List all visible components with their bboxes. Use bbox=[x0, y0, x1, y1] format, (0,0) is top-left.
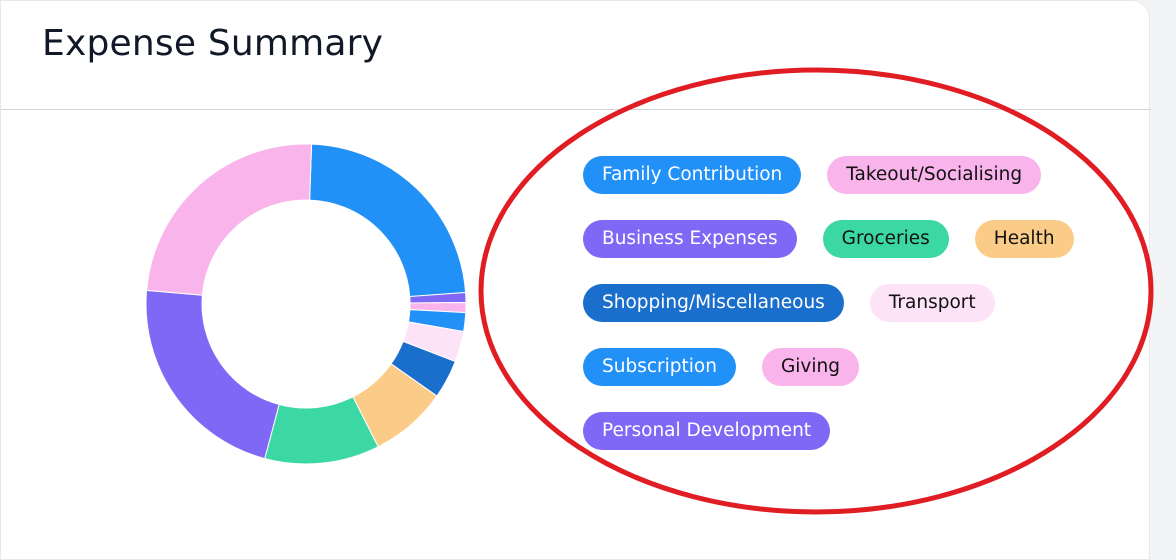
page-title: Expense Summary bbox=[42, 23, 384, 64]
legend-row: Subscription Giving bbox=[583, 348, 1123, 386]
legend-item-business-expenses[interactable]: Business Expenses bbox=[583, 220, 797, 258]
legend-item-family-contribution[interactable]: Family Contribution bbox=[583, 156, 802, 194]
header-divider bbox=[1, 109, 1151, 110]
legend-item-giving[interactable]: Giving bbox=[761, 348, 859, 386]
chart-legend: Family Contribution Takeout/Socialising Bu… bbox=[583, 156, 1123, 476]
donut-slice-takeout-socialising[interactable] bbox=[146, 143, 313, 296]
legend-row: Business Expenses Groceries Health bbox=[583, 220, 1123, 258]
legend-item-takeout-socialising[interactable]: Takeout/Socialising bbox=[827, 156, 1042, 194]
donut-slice-family-contribution[interactable] bbox=[309, 143, 467, 298]
legend-item-groceries[interactable]: Groceries bbox=[822, 220, 949, 258]
legend-item-transport[interactable]: Transport bbox=[869, 284, 995, 322]
legend-row: Shopping/Miscellaneous Transport bbox=[583, 284, 1123, 322]
legend-item-personal-development[interactable]: Personal Development bbox=[583, 412, 831, 450]
legend-item-health[interactable]: Health bbox=[974, 220, 1074, 258]
expense-donut-chart bbox=[145, 143, 467, 465]
legend-item-shopping-miscellaneous[interactable]: Shopping/Miscellaneous bbox=[583, 284, 844, 322]
legend-row: Personal Development bbox=[583, 412, 1123, 450]
legend-row: Family Contribution Takeout/Socialising bbox=[583, 156, 1123, 194]
donut-slice-business-expenses[interactable] bbox=[145, 289, 280, 460]
expense-summary-card: Expense Summary Family Contribution Takeo… bbox=[0, 0, 1151, 560]
legend-item-subscription[interactable]: Subscription bbox=[583, 348, 736, 386]
